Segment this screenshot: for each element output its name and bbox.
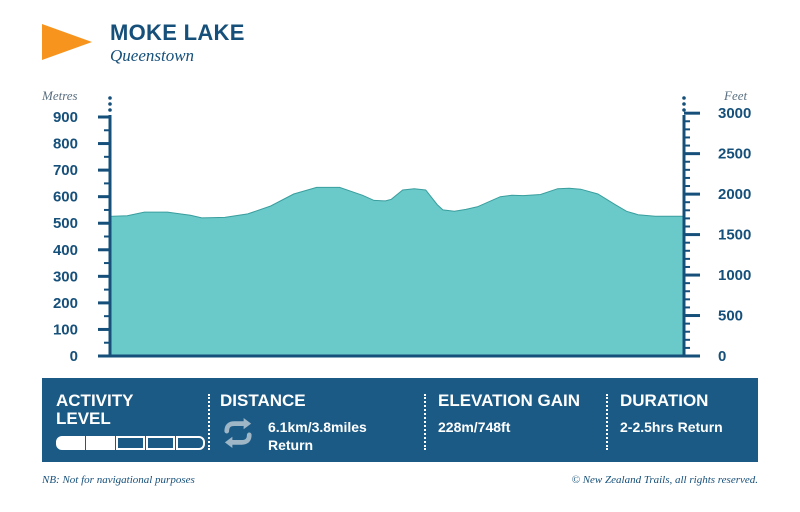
- right-tick-label: 2000: [718, 186, 751, 203]
- duration-section: DURATION 2-2.5hrs Return: [620, 392, 756, 476]
- flag-icon: [42, 24, 92, 60]
- page-title: MOKE LAKE: [110, 20, 245, 45]
- distance-label: DISTANCE: [220, 391, 306, 410]
- left-tick-label: 200: [53, 295, 78, 312]
- footer-copyright: © New Zealand Trails, all rights reserve…: [571, 474, 758, 486]
- left-tick-label: 400: [53, 242, 78, 259]
- left-axis-unit: Metres: [42, 88, 78, 103]
- axis-dot: [682, 96, 686, 100]
- activity-level-segment: [56, 436, 85, 450]
- activity-label-line1: ACTIVITY: [56, 391, 134, 410]
- duration-label: DURATION: [620, 391, 709, 410]
- activity-level-segment: [146, 436, 175, 450]
- activity-level-meter: [56, 436, 205, 450]
- left-tick-label: 800: [53, 136, 78, 153]
- left-tick-label: 500: [53, 215, 78, 232]
- axis-dot: [682, 108, 686, 112]
- divider: [424, 394, 426, 450]
- footer-note: NB: Not for navigational purposes: [42, 474, 195, 486]
- elevation-section: ELEVATION GAIN 228m/748ft: [438, 392, 608, 476]
- left-tick-label: 900: [53, 109, 78, 126]
- activity-section: ACTIVITY LEVEL: [56, 392, 133, 476]
- left-tick-label: 700: [53, 162, 78, 179]
- axis-dot: [108, 102, 112, 106]
- left-tick-label: 600: [53, 189, 78, 206]
- axis-dot: [682, 102, 686, 106]
- right-tick-label: 3000: [718, 105, 751, 122]
- activity-level-segment: [86, 436, 115, 450]
- activity-level-segment: [176, 436, 205, 450]
- activity-label-line2: LEVEL: [56, 409, 111, 428]
- page-subtitle: Queenstown: [110, 46, 195, 65]
- left-tick-label: 0: [70, 348, 78, 365]
- divider: [606, 394, 608, 450]
- axis-dot: [108, 96, 112, 100]
- right-tick-label: 0: [718, 348, 726, 365]
- loop-arrows-icon: [224, 418, 252, 448]
- distance-value: 6.1km/3.8miles: [268, 419, 367, 435]
- stats-panel: ACTIVITY LEVEL DISTANCE 6.1km/3.8miles R…: [42, 378, 758, 462]
- elevation-label: ELEVATION GAIN: [438, 391, 580, 410]
- left-tick-label: 100: [53, 321, 78, 338]
- left-tick-label: 300: [53, 268, 78, 285]
- right-tick-label: 500: [718, 308, 743, 325]
- divider: [208, 394, 210, 450]
- activity-level-segment: [116, 436, 145, 450]
- right-tick-label: 1500: [718, 227, 751, 244]
- duration-value: 2-2.5hrs Return: [620, 419, 723, 435]
- elevation-chart: 0 100 200 300 400 500 600 700 800 900 0 500 1000 1500…: [53, 96, 751, 365]
- elevation-value: 228m/748ft: [438, 419, 511, 435]
- distance-section: DISTANCE: [220, 392, 420, 476]
- distance-sub: Return: [268, 437, 314, 453]
- elevation-area: [109, 186, 685, 357]
- right-tick-label: 1000: [718, 267, 751, 284]
- axis-dot: [108, 108, 112, 112]
- right-axis-unit: Feet: [724, 88, 748, 103]
- distance-values: 6.1km/3.8miles Return: [268, 418, 428, 502]
- right-tick-label: 2500: [718, 146, 751, 163]
